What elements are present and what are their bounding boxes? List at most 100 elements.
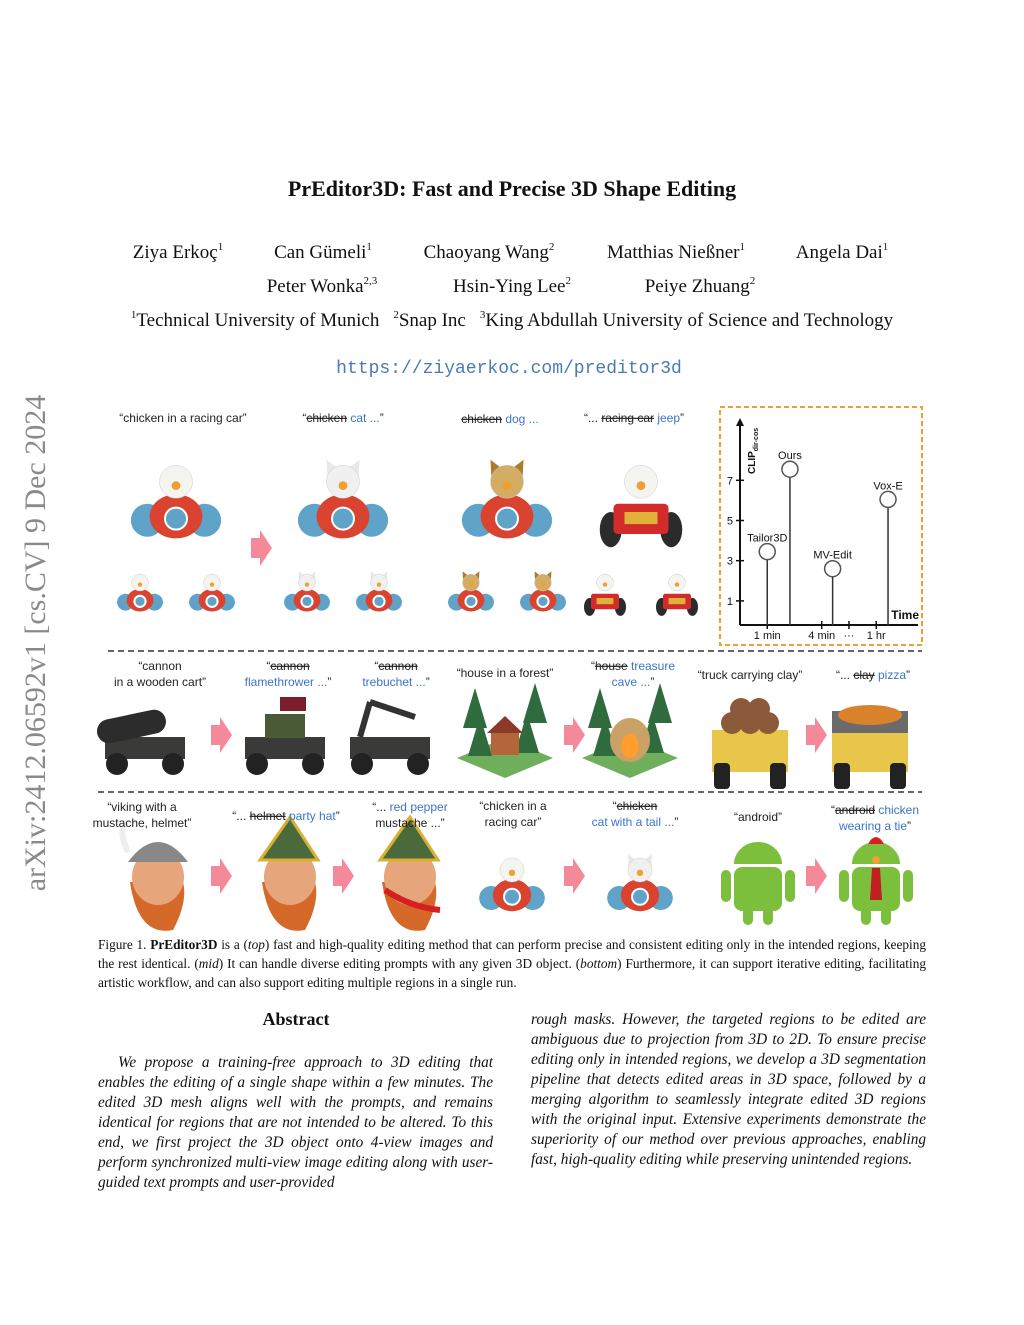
- edit-prompt: wearing a tie”: [838, 819, 911, 833]
- render-shape: [384, 849, 436, 905]
- prompt-segment: ”: [907, 819, 911, 833]
- prompt-segment: ”: [650, 675, 654, 689]
- render-shape: [280, 697, 306, 711]
- render-shape: [834, 763, 850, 789]
- render-shape: [734, 867, 782, 911]
- prompt-segment: “...: [232, 809, 249, 823]
- prompt-segment: “: [374, 659, 378, 673]
- edit-prompt: “chicken in a: [479, 799, 547, 813]
- prompt-segment: clay: [853, 668, 874, 682]
- affil-name: Snap Inc: [399, 310, 466, 331]
- render-shape: [468, 582, 474, 587]
- author: Matthias Nießner1: [607, 241, 745, 263]
- lollipop-head: [781, 460, 799, 478]
- render-shape: [211, 717, 232, 753]
- render-shape: [868, 837, 884, 844]
- author-name: Chaoyang Wang: [424, 242, 550, 263]
- prompt-segment: dog ...: [502, 412, 539, 426]
- prompt-segment: jeep: [654, 411, 680, 425]
- author: Chaoyang Wang2: [424, 241, 555, 263]
- render-shape: [714, 763, 730, 789]
- affil-name: Technical University of Munich: [136, 310, 379, 331]
- render-shape: [128, 842, 188, 862]
- render-shape: [596, 598, 614, 605]
- render-shape: [852, 842, 900, 864]
- render-shape: [839, 870, 849, 902]
- lollipop-head: [758, 542, 776, 561]
- render-shape: [872, 856, 880, 864]
- y-tick-label: 5: [727, 515, 733, 527]
- point-label: Tailor3D: [747, 533, 787, 545]
- render-shape: [564, 717, 585, 753]
- caption-segment: ) It can handle diverse editing prompts …: [218, 956, 581, 971]
- render-shape: [503, 887, 521, 906]
- prompt-segment: “house in a forest”: [457, 666, 554, 680]
- prompt-segment: android: [835, 803, 875, 817]
- caption-segment: Figure 1.: [98, 937, 151, 952]
- render-shape: [171, 481, 181, 490]
- prompt-segment: chicken: [617, 799, 658, 813]
- render-shape: [881, 907, 891, 925]
- render-shape: [251, 530, 272, 566]
- author-name: Peter Wonka: [267, 276, 364, 297]
- render-shape: [743, 907, 753, 925]
- render-shape: [536, 594, 550, 608]
- y-tick-label: 3: [727, 556, 733, 568]
- render-shape: [376, 582, 382, 587]
- arxiv-stamp: arXiv:2412.06592v1 [cs.CV] 9 Dec 2024: [19, 395, 52, 892]
- edit-prompt: “... racing car jeep”: [584, 411, 684, 425]
- prompt-segment: “: [266, 659, 270, 673]
- render-shape: [96, 709, 166, 744]
- render-shape: [502, 481, 512, 490]
- render-shape: [621, 734, 639, 758]
- render-shape: [495, 506, 519, 531]
- render-shape: [369, 699, 416, 720]
- edit-prompt: racing car”: [485, 815, 542, 829]
- x-tick-label: 1 hr: [867, 630, 886, 642]
- caption-segment: mid: [198, 956, 219, 971]
- prompt-segment: chicken: [461, 412, 502, 426]
- edit-prompt: “android chicken: [831, 803, 919, 817]
- prompt-segment: ”: [674, 815, 678, 829]
- render-shape: [304, 582, 310, 587]
- prompt-segment: racing car”: [485, 815, 542, 829]
- prompt-segment: “viking with a: [107, 800, 177, 814]
- render-shape: [806, 858, 827, 894]
- author: Ziya Erkoç1: [133, 241, 223, 263]
- project-url[interactable]: https://ziyaerkoc.com/preditor3d: [336, 359, 682, 379]
- author: Hsin-Ying Lee2: [453, 275, 571, 297]
- lollipop-head: [823, 559, 842, 578]
- prompt-segment: “android”: [734, 810, 782, 824]
- render-shape: [357, 701, 373, 738]
- render-shape: [523, 683, 547, 723]
- chart-frame: [719, 406, 923, 646]
- render-shape: [407, 753, 429, 775]
- author-affil: 1: [739, 241, 745, 253]
- caption-segment: PrEditor3D: [150, 937, 218, 952]
- edit-prompt: “... clay pizza”: [836, 668, 910, 682]
- prompt-segment: flamethrower ...: [245, 675, 328, 689]
- prompt-segment: ”: [336, 809, 340, 823]
- render-shape: [870, 868, 882, 900]
- edit-prompt: “cannon: [374, 659, 417, 673]
- render-shape: [133, 594, 147, 608]
- prompt-segment: treasure: [628, 659, 676, 673]
- render-shape: [515, 713, 539, 753]
- point-label: Vox-E: [873, 480, 902, 492]
- render-shape: [636, 481, 646, 490]
- render-shape: [674, 582, 680, 587]
- render-shape: [137, 582, 143, 587]
- render-shape: [588, 688, 612, 728]
- author-affil: 2,3: [364, 275, 378, 287]
- paper-title: PrEditor3D: Fast and Precise 3D Shape Ed…: [288, 176, 736, 201]
- render-shape: [861, 907, 871, 925]
- prompt-segment: party hat: [286, 809, 337, 823]
- prompt-segment: “: [831, 803, 835, 817]
- prompt-segment: racing car: [601, 411, 654, 425]
- render-shape: [333, 858, 354, 894]
- render-shape: [463, 688, 487, 728]
- edit-prompt: chicken dog ...: [461, 412, 538, 426]
- author-affil: 2: [750, 275, 756, 287]
